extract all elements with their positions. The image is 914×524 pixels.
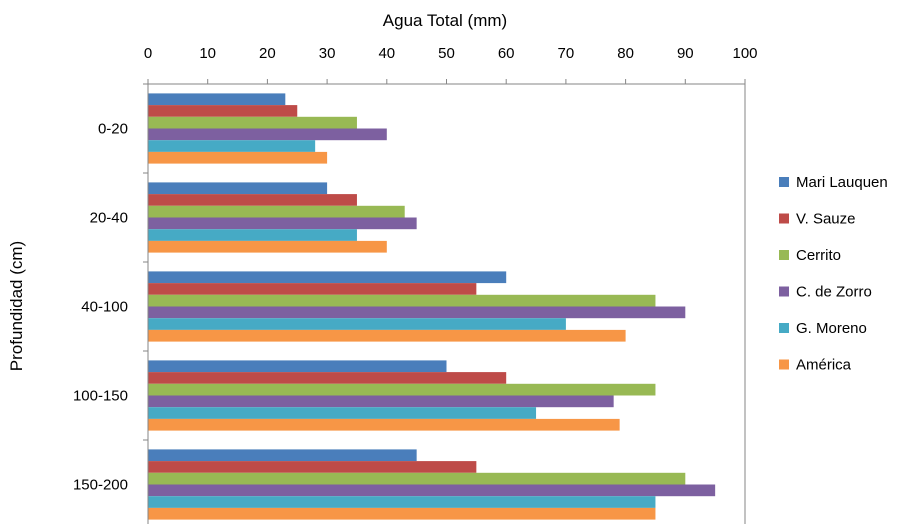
x-axis-ticks: 0 10 20 30 40 50 60 70 80 90 100 — [144, 45, 758, 84]
bar — [148, 217, 417, 230]
x-tick-label: 60 — [498, 45, 515, 62]
bar — [148, 140, 316, 152]
bar — [148, 484, 716, 497]
bar — [148, 182, 328, 195]
bar — [148, 472, 686, 485]
bar — [148, 93, 286, 106]
bar — [148, 205, 405, 218]
bar — [148, 407, 537, 419]
x-tick-label: 70 — [558, 45, 575, 62]
bar — [148, 116, 357, 129]
bar — [148, 418, 620, 431]
bar — [148, 372, 507, 384]
bars — [148, 93, 716, 520]
y-tick-label: 150-200 — [73, 477, 128, 494]
bar — [148, 461, 477, 473]
bar — [148, 318, 566, 330]
y-tick-label: 0-20 — [98, 121, 128, 138]
bar — [148, 329, 626, 342]
bar — [148, 271, 507, 284]
y-axis-label: Profundidad (cm) — [7, 241, 26, 371]
legend-label: América — [796, 357, 852, 374]
bar — [148, 496, 656, 508]
bar — [148, 395, 614, 408]
legend-swatch — [779, 213, 789, 224]
x-tick-label: 30 — [319, 45, 336, 62]
bar — [148, 105, 298, 117]
x-axis-label: Agua Total (mm) — [383, 11, 507, 30]
legend-label: C. de Zorro — [796, 284, 872, 301]
bar — [148, 283, 477, 295]
x-tick-label: 10 — [199, 45, 216, 62]
legend-label: V. Sauze — [796, 211, 856, 228]
bar — [148, 360, 447, 373]
legend-swatch — [779, 286, 789, 297]
legend-swatch — [779, 250, 789, 260]
legend-label: Mari Lauquen — [796, 174, 888, 191]
legend-swatch — [779, 177, 789, 187]
y-tick-label: 20-40 — [90, 210, 128, 227]
y-axis-ticks: 0-20 20-40 40-100 100-150 150-200 — [73, 83, 148, 494]
x-tick-label: 90 — [677, 45, 694, 62]
x-tick-label: 100 — [732, 45, 757, 62]
legend: Mari Lauquen V. Sauze Cerrito C. de Zorro G.… — [779, 174, 888, 374]
x-tick-label: 0 — [144, 45, 152, 62]
bar — [148, 449, 417, 462]
bar — [148, 294, 656, 307]
bar — [148, 194, 357, 206]
bar — [148, 383, 656, 396]
bar — [148, 240, 387, 253]
bar — [148, 306, 686, 319]
bar — [148, 229, 357, 241]
legend-label: G. Moreno — [796, 320, 867, 337]
x-tick-label: 80 — [617, 45, 634, 62]
y-tick-label: 40-100 — [81, 299, 128, 316]
x-tick-label: 50 — [438, 45, 455, 62]
bar — [148, 507, 656, 520]
x-tick-label: 40 — [378, 45, 395, 62]
legend-swatch — [779, 359, 789, 370]
y-tick-label: 100-150 — [73, 388, 128, 405]
axes — [147, 83, 746, 524]
bar — [148, 151, 328, 164]
x-tick-label: 20 — [259, 45, 276, 62]
legend-swatch — [779, 323, 789, 333]
legend-label: Cerrito — [796, 247, 841, 264]
bar — [148, 128, 387, 141]
